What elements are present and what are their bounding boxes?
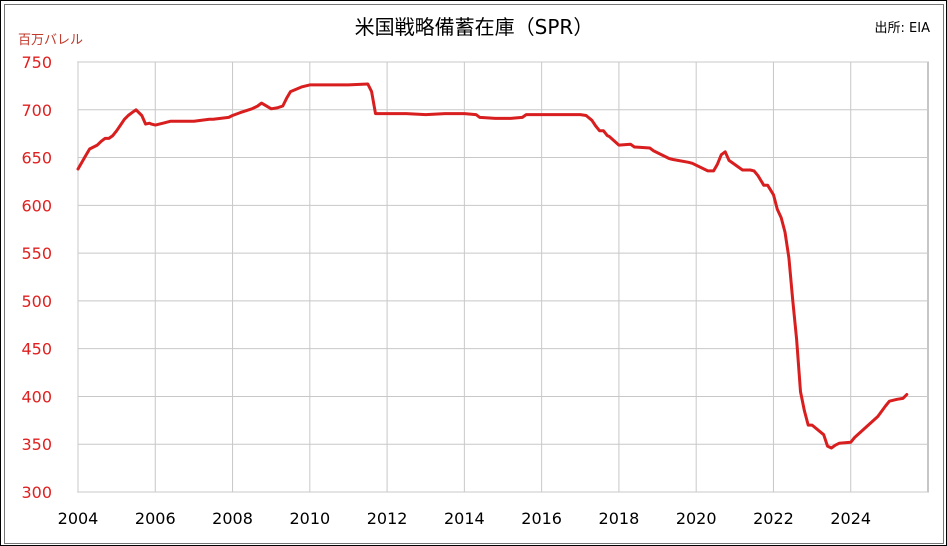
y-tick-label: 650 xyxy=(21,149,52,168)
y-tick-label: 750 xyxy=(21,53,52,72)
y-tick-label: 700 xyxy=(21,101,52,120)
x-tick-label: 2008 xyxy=(212,509,253,528)
y-tick-label: 400 xyxy=(21,387,52,406)
grid-layer xyxy=(77,61,929,493)
x-tick-label: 2010 xyxy=(289,509,330,528)
x-tick-label: 2016 xyxy=(521,509,562,528)
y-tick-label: 350 xyxy=(21,435,52,454)
unit-label: 百万バレル xyxy=(18,33,83,48)
y-tick-label: 300 xyxy=(21,483,52,502)
x-tick-label: 2022 xyxy=(753,509,794,528)
x-tick-label: 2014 xyxy=(444,509,485,528)
x-tick-label: 2018 xyxy=(599,509,640,528)
x-tick-label: 2006 xyxy=(135,509,176,528)
axis-layer: 300 350 400 450 500 550 600 650 700 750 2004 2006 20… xyxy=(21,53,871,528)
plot-area xyxy=(77,61,929,493)
x-tick-label: 2020 xyxy=(676,509,717,528)
spr-series-line xyxy=(76,82,909,450)
y-tick-label: 600 xyxy=(21,196,52,215)
y-tick-label: 550 xyxy=(21,244,52,263)
x-tick-label: 2024 xyxy=(830,509,871,528)
x-tick-label: 2004 xyxy=(58,509,99,528)
series-layer xyxy=(76,82,909,450)
chart-title: 米国戦略備蓄在庫（SPR） xyxy=(355,15,594,39)
chart-inner-border xyxy=(4,4,944,544)
source-label: 出所: EIA xyxy=(875,21,931,36)
x-tick-label: 2012 xyxy=(367,509,408,528)
y-tick-label: 500 xyxy=(21,292,52,311)
y-tick-label: 450 xyxy=(21,340,52,359)
